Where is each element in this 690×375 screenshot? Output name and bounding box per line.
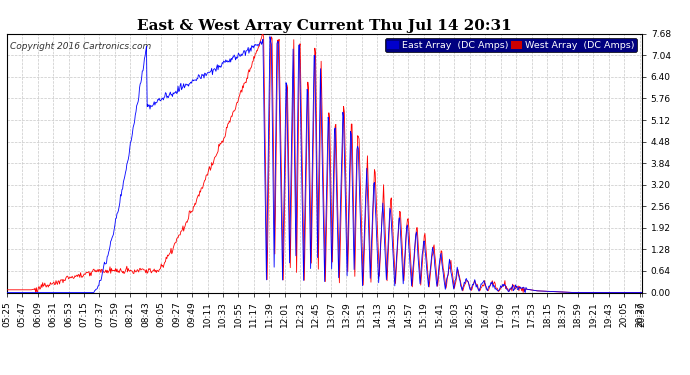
Text: Copyright 2016 Cartronics.com: Copyright 2016 Cartronics.com — [10, 42, 151, 51]
Title: East & West Array Current Thu Jul 14 20:31: East & West Array Current Thu Jul 14 20:… — [137, 19, 512, 33]
Legend: East Array  (DC Amps), West Array  (DC Amps): East Array (DC Amps), West Array (DC Amp… — [385, 39, 637, 53]
